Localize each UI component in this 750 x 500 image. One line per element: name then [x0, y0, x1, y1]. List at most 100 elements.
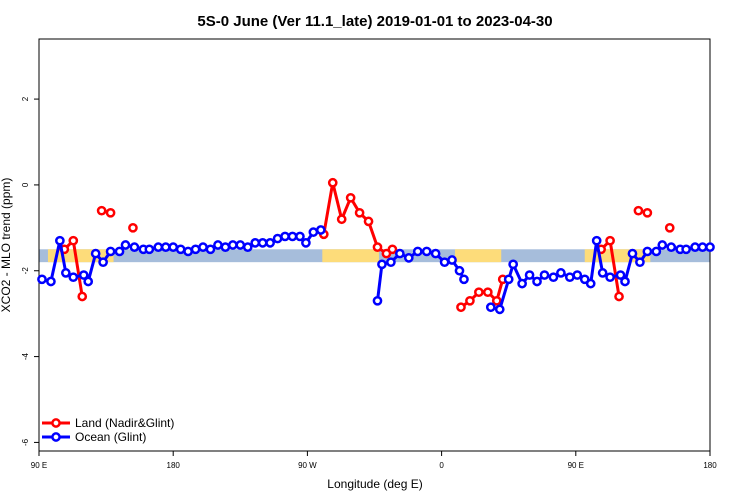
series-1-point-0	[37, 274, 47, 285]
x-tick-label-5: 180	[703, 461, 717, 470]
series-1-point-38	[372, 295, 383, 306]
series-0-point-22	[605, 235, 615, 246]
series-1-point-50	[485, 302, 496, 313]
series-1-point-43	[412, 246, 423, 257]
series-0	[59, 177, 675, 313]
legend: Land (Nadir&Glint) Ocean (Glint)	[42, 416, 174, 444]
series-1-point-9	[105, 246, 116, 257]
series-1-point-35	[301, 238, 311, 248]
series-1-point-58	[548, 272, 559, 283]
series-1-point-31	[272, 233, 283, 244]
series-1-point-69	[627, 248, 638, 259]
series-1-point-39	[377, 259, 387, 270]
x-tick-label-3: 0	[439, 461, 444, 470]
series-1-point-28	[250, 238, 261, 248]
series-1-point-78	[697, 242, 708, 252]
chart-title: 5S-0 June (Ver 11.1_late) 2019-01-01 to …	[197, 13, 552, 30]
series-1-point-7	[90, 248, 101, 259]
series-0-point-7	[327, 177, 338, 188]
y-tick-label-2: -2	[21, 267, 30, 275]
series-1-point-37	[315, 225, 326, 235]
y-tick-label-1: 0	[21, 182, 30, 187]
series-1-point-57	[539, 270, 550, 280]
y-tick-label-4: -6	[21, 438, 30, 446]
series-1-point-52	[503, 274, 514, 285]
series-1-point-42	[403, 253, 414, 263]
series-1-point-67	[615, 270, 626, 280]
x-tick-label-0: 90 E	[31, 461, 47, 470]
legend-land-marker	[51, 418, 61, 428]
series-0-point-18	[482, 287, 493, 298]
x-axis-label: Longitude (deg E)	[327, 477, 422, 491]
series-1-point-56	[532, 276, 542, 287]
series-1-point-22	[205, 244, 216, 255]
series-1-point-77	[690, 242, 700, 252]
series-0-point-2	[77, 291, 88, 302]
series-0-point-4	[105, 207, 116, 218]
series-0-point-15	[456, 302, 466, 313]
series-1-point-76	[681, 244, 691, 255]
series-0-line-3	[322, 181, 394, 256]
series-1-point-5	[78, 270, 89, 280]
series-1-point-44	[421, 246, 432, 257]
series-0-point-14	[387, 244, 398, 255]
series-0-point-5	[128, 222, 138, 233]
series-1-point-1	[46, 276, 56, 287]
series-1-point-17	[168, 242, 179, 252]
series-1-point-79	[705, 242, 715, 252]
series-1-point-11	[120, 240, 131, 250]
series-1-point-12	[129, 242, 140, 252]
series-0-point-26	[664, 222, 675, 233]
series-1-point-45	[430, 248, 441, 259]
series-1-point-63	[585, 278, 596, 289]
series-0-point-17	[474, 287, 484, 298]
series-0-point-23	[614, 291, 624, 302]
x-axis: 90 E 180 90 W 0 90 E 180	[31, 451, 717, 470]
series-0-point-16	[465, 295, 475, 306]
series-1-point-47	[447, 255, 457, 265]
series-0-point-25	[642, 207, 653, 218]
series-1-point-74	[666, 242, 677, 252]
series-1-point-66	[605, 272, 615, 283]
series-1-point-46	[439, 257, 450, 268]
series-1-point-41	[394, 248, 405, 259]
series-1-point-70	[635, 257, 645, 268]
series-1-point-34	[295, 231, 305, 242]
legend-land-label: Land (Nadir&Glint)	[75, 416, 174, 430]
series-1-point-68	[620, 276, 630, 287]
series-0-point-9	[345, 192, 356, 203]
series-0-point-10	[354, 207, 365, 218]
y-tick-label-0: 2	[21, 96, 30, 101]
x-tick-label-2: 90 W	[298, 461, 317, 470]
series-0-point-13	[381, 248, 392, 259]
series-0-point-3	[96, 205, 107, 216]
series-1-point-59	[556, 268, 566, 278]
series-1-point-4	[68, 272, 79, 283]
series-1-point-25	[227, 240, 238, 250]
series-1-point-36	[308, 227, 319, 237]
y-axis: 2 0 -2 -4 -6	[21, 96, 39, 446]
series-0-point-24	[633, 205, 644, 216]
series-1-point-61	[572, 270, 583, 280]
series-1-point-48	[454, 265, 465, 276]
series-1-point-19	[183, 246, 193, 257]
series-1-point-54	[517, 278, 527, 289]
series-1-point-26	[235, 240, 246, 250]
y-tick-label-3: -4	[21, 352, 30, 360]
series-1-point-2	[55, 235, 65, 246]
series-1-point-55	[524, 270, 535, 280]
series-1-point-60	[564, 272, 575, 283]
series-0-point-1	[68, 235, 79, 246]
series-1-point-3	[60, 268, 71, 278]
x-tick-label-1: 180	[167, 461, 181, 470]
series-1-point-64	[591, 235, 602, 246]
series-layer	[37, 177, 715, 315]
series-1-point-49	[459, 274, 469, 285]
series-1-point-27	[242, 242, 253, 252]
series-1-point-32	[280, 231, 290, 242]
series-1-point-23	[213, 240, 223, 250]
series-1-point-10	[114, 246, 125, 257]
series-1-point-16	[160, 242, 171, 252]
series-0-point-19	[491, 295, 502, 306]
series-1-point-21	[198, 242, 208, 252]
